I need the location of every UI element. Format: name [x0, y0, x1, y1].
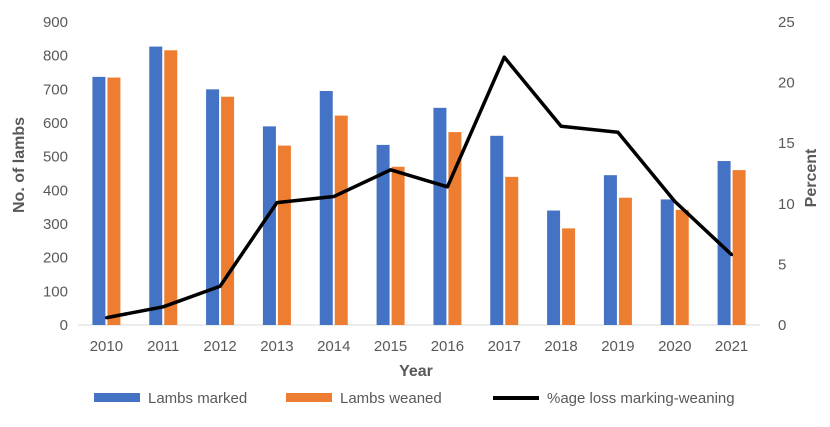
bar-lambs-weaned	[732, 170, 746, 325]
x-tick-label: 2012	[203, 338, 236, 355]
bar-lambs-marked	[319, 91, 333, 326]
x-tick-label: 2019	[601, 338, 634, 355]
loss-percent-point	[275, 201, 279, 205]
bar-lambs-marked	[149, 46, 163, 326]
y2-tick-label: 5	[778, 256, 786, 273]
bar-lambs-weaned	[107, 77, 121, 325]
x-tick-label: 2018	[544, 338, 577, 355]
legend-swatch-lambs-weaned	[286, 393, 332, 402]
legend-label-lambs-marked: Lambs marked	[148, 390, 247, 407]
y2-axis-title: Percent	[803, 148, 820, 207]
y-tick-label: 600	[43, 115, 68, 132]
bar-lambs-weaned	[618, 197, 632, 325]
y2-tick-label: 20	[778, 75, 795, 92]
loss-percent-point	[730, 253, 734, 257]
legend-label-lambs-weaned: Lambs weaned	[340, 390, 442, 407]
x-tick-label: 2014	[317, 338, 350, 355]
y-tick-label: 400	[43, 182, 68, 199]
loss-percent-point	[218, 284, 222, 288]
loss-percent-point	[332, 195, 336, 199]
x-tick-label: 2013	[260, 338, 293, 355]
y2-tick-label: 25	[778, 14, 795, 31]
loss-percent-line	[106, 55, 733, 320]
bar-lambs-marked	[206, 89, 220, 325]
x-tick-label: 2020	[658, 338, 691, 355]
y2-tick-label: 10	[778, 196, 795, 213]
bar-lambs-marked	[433, 107, 447, 325]
bar-lambs-weaned	[505, 176, 519, 325]
line-group	[104, 55, 734, 320]
bar-lambs-marked	[92, 76, 106, 325]
y-tick-label: 700	[43, 81, 68, 98]
bar-lambs-marked	[717, 161, 731, 325]
bar-lambs-marked	[262, 126, 276, 325]
bar-lambs-marked	[603, 175, 617, 325]
y-tick-label: 300	[43, 216, 68, 233]
loss-percent-point	[502, 55, 506, 59]
y-tick-label: 200	[43, 250, 68, 267]
x-tick-label: 2016	[431, 338, 464, 355]
bar-lambs-weaned	[277, 145, 291, 325]
loss-percent-point	[104, 316, 108, 320]
legend-swatch-lambs-marked	[94, 393, 140, 402]
bar-lambs-marked	[547, 210, 561, 325]
y-axis-title: No. of lambs	[11, 117, 28, 213]
bar-lambs-marked	[660, 199, 674, 325]
loss-percent-point	[445, 185, 449, 189]
y2-tick-label: 15	[778, 135, 795, 152]
x-tick-label: 2010	[90, 338, 123, 355]
y-tick-label: 0	[60, 317, 68, 334]
x-tick-label: 2021	[715, 338, 748, 355]
loss-percent-point	[673, 199, 677, 203]
y2-tick-label: 0	[778, 317, 786, 334]
loss-percent-point	[559, 124, 563, 128]
legend-label-loss-line: %age loss marking-weaning	[547, 390, 735, 407]
bar-lambs-weaned	[675, 209, 689, 325]
x-tick-label: 2017	[488, 338, 521, 355]
x-tick-label: 2011	[147, 338, 179, 355]
legend: Lambs marked Lambs weaned %age loss mark…	[94, 390, 735, 407]
bar-lambs-weaned	[164, 50, 178, 325]
y-tick-label: 900	[43, 14, 68, 31]
bar-lambs-weaned	[391, 166, 405, 325]
tick-labels-group: 0 100 200 300 400 500 600 700 800 900 0 5 10 15 20 25 20…	[43, 14, 795, 355]
x-axis-title: Year	[399, 363, 433, 380]
bar-lambs-weaned	[221, 96, 235, 326]
y-tick-label: 800	[43, 48, 68, 65]
bar-lambs-weaned	[334, 115, 348, 326]
loss-percent-point	[161, 305, 165, 309]
loss-percent-point	[616, 130, 620, 134]
y-tick-label: 500	[43, 149, 68, 166]
bar-lambs-weaned	[562, 228, 576, 325]
x-tick-label: 2015	[374, 338, 407, 355]
y-tick-label: 100	[43, 283, 68, 300]
bars-group	[92, 46, 746, 326]
loss-percent-point	[389, 168, 393, 172]
bar-lambs-marked	[490, 135, 504, 325]
bar-lambs-marked	[376, 144, 390, 325]
